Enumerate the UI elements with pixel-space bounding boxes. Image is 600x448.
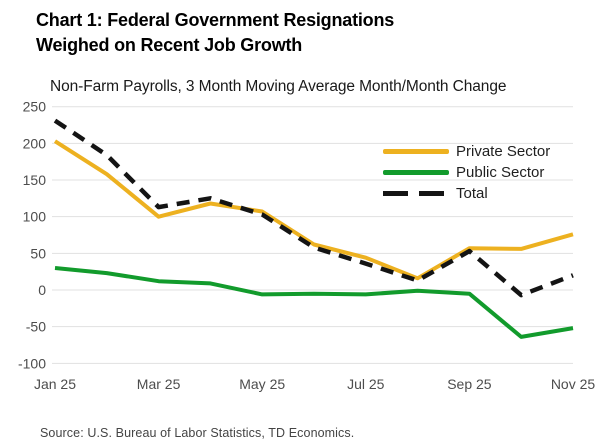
public-sector-line-swatch (383, 170, 449, 175)
chart-legend: Private Sector Public Sector Total (383, 141, 550, 204)
y-tick-label: -100 (18, 355, 46, 371)
chart-title-line1: Chart 1: Federal Government Resignations (36, 10, 395, 30)
series-line-private-sector (53, 139, 574, 281)
total-line-swatch (383, 190, 449, 197)
legend-label: Private Sector (456, 143, 551, 160)
x-tick-label: Jan 25 (34, 376, 76, 392)
chart-title: Chart 1: Federal Government Resignations… (36, 8, 394, 58)
y-tick-label: 50 (30, 245, 46, 261)
y-tick-label: 150 (23, 172, 47, 188)
chart-title-line2: Weighed on Recent Job Growth (36, 35, 303, 55)
series-line-total (53, 118, 574, 298)
y-tick-label: 100 (23, 209, 47, 225)
series-line-public-sector (54, 266, 574, 339)
legend-label: Public Sector (456, 164, 545, 181)
x-tick-label: Nov 25 (551, 376, 596, 392)
y-tick-label: -50 (26, 319, 46, 335)
x-tick-label: Mar 25 (137, 376, 181, 392)
y-tick-label: 0 (38, 282, 46, 298)
y-tick-label: 200 (23, 135, 47, 151)
legend-item-public-sector: Public Sector (383, 162, 550, 183)
x-tick-label: Jul 25 (347, 376, 385, 392)
x-tick-label: May 25 (239, 376, 285, 392)
legend-item-private-sector: Private Sector (383, 141, 550, 162)
source-note: Source: U.S. Bureau of Labor Statistics,… (40, 426, 355, 440)
y-tick-label: 250 (23, 99, 47, 115)
legend-label: Total (456, 185, 488, 202)
private-sector-line-swatch (383, 149, 449, 154)
chart-subtitle: Non-Farm Payrolls, 3 Month Moving Averag… (50, 78, 507, 95)
x-tick-label: Sep 25 (447, 376, 492, 392)
legend-item-total: Total (383, 183, 550, 204)
